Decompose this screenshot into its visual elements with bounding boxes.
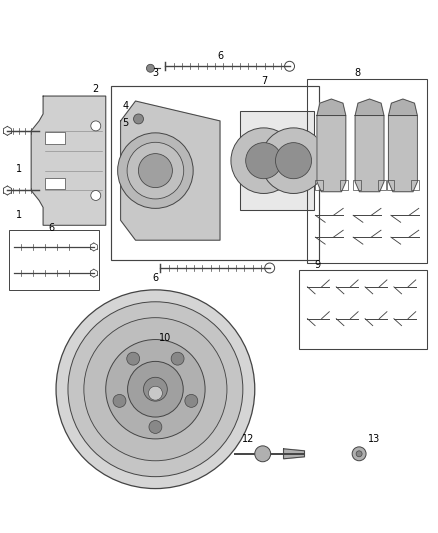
Bar	[315, 180, 323, 190]
Bar	[45, 132, 65, 144]
Bar	[386, 180, 395, 190]
Text: 10: 10	[159, 333, 171, 343]
Text: 1: 1	[16, 164, 22, 174]
Bar	[378, 180, 386, 190]
Bar	[111, 86, 319, 260]
Bar	[307, 79, 427, 263]
Polygon shape	[389, 99, 417, 116]
Bar	[411, 180, 419, 190]
Circle shape	[134, 114, 144, 124]
Text: 3: 3	[152, 68, 159, 78]
Circle shape	[68, 302, 243, 477]
Text: 1: 1	[16, 211, 22, 220]
Circle shape	[106, 340, 205, 439]
Bar	[300, 270, 427, 350]
Circle shape	[146, 64, 155, 72]
Polygon shape	[283, 449, 304, 459]
Text: 6: 6	[152, 273, 159, 283]
Polygon shape	[317, 99, 346, 116]
Circle shape	[84, 318, 227, 461]
Circle shape	[127, 142, 184, 199]
Circle shape	[185, 394, 198, 407]
Circle shape	[261, 128, 326, 193]
Circle shape	[91, 190, 101, 200]
Bar	[9, 230, 99, 290]
Polygon shape	[355, 99, 384, 116]
Circle shape	[171, 352, 184, 365]
Bar	[45, 177, 65, 190]
Text: 2: 2	[93, 84, 99, 94]
Text: 7: 7	[261, 76, 268, 86]
Polygon shape	[31, 96, 106, 225]
Circle shape	[148, 386, 162, 400]
Bar	[340, 180, 348, 190]
Circle shape	[276, 143, 311, 179]
Circle shape	[91, 121, 101, 131]
Polygon shape	[317, 116, 346, 192]
Circle shape	[231, 128, 297, 193]
Circle shape	[138, 154, 173, 188]
Circle shape	[246, 143, 282, 179]
Text: 5: 5	[123, 118, 129, 128]
Circle shape	[356, 451, 362, 457]
Polygon shape	[120, 101, 220, 240]
Circle shape	[118, 133, 193, 208]
Text: 12: 12	[242, 434, 254, 444]
Bar	[353, 180, 361, 190]
Text: 6: 6	[48, 223, 54, 233]
Circle shape	[144, 377, 167, 401]
Text: 9: 9	[314, 260, 321, 270]
Polygon shape	[355, 116, 384, 192]
Circle shape	[127, 361, 183, 417]
Circle shape	[127, 352, 140, 365]
Text: 6: 6	[217, 51, 223, 61]
Circle shape	[352, 447, 366, 461]
Text: 8: 8	[354, 68, 360, 78]
Text: 4: 4	[123, 101, 129, 111]
Polygon shape	[389, 116, 417, 192]
Circle shape	[56, 290, 255, 489]
Text: 13: 13	[368, 434, 380, 444]
Circle shape	[113, 394, 126, 407]
Circle shape	[149, 421, 162, 433]
Circle shape	[255, 446, 271, 462]
Bar	[240, 111, 314, 211]
